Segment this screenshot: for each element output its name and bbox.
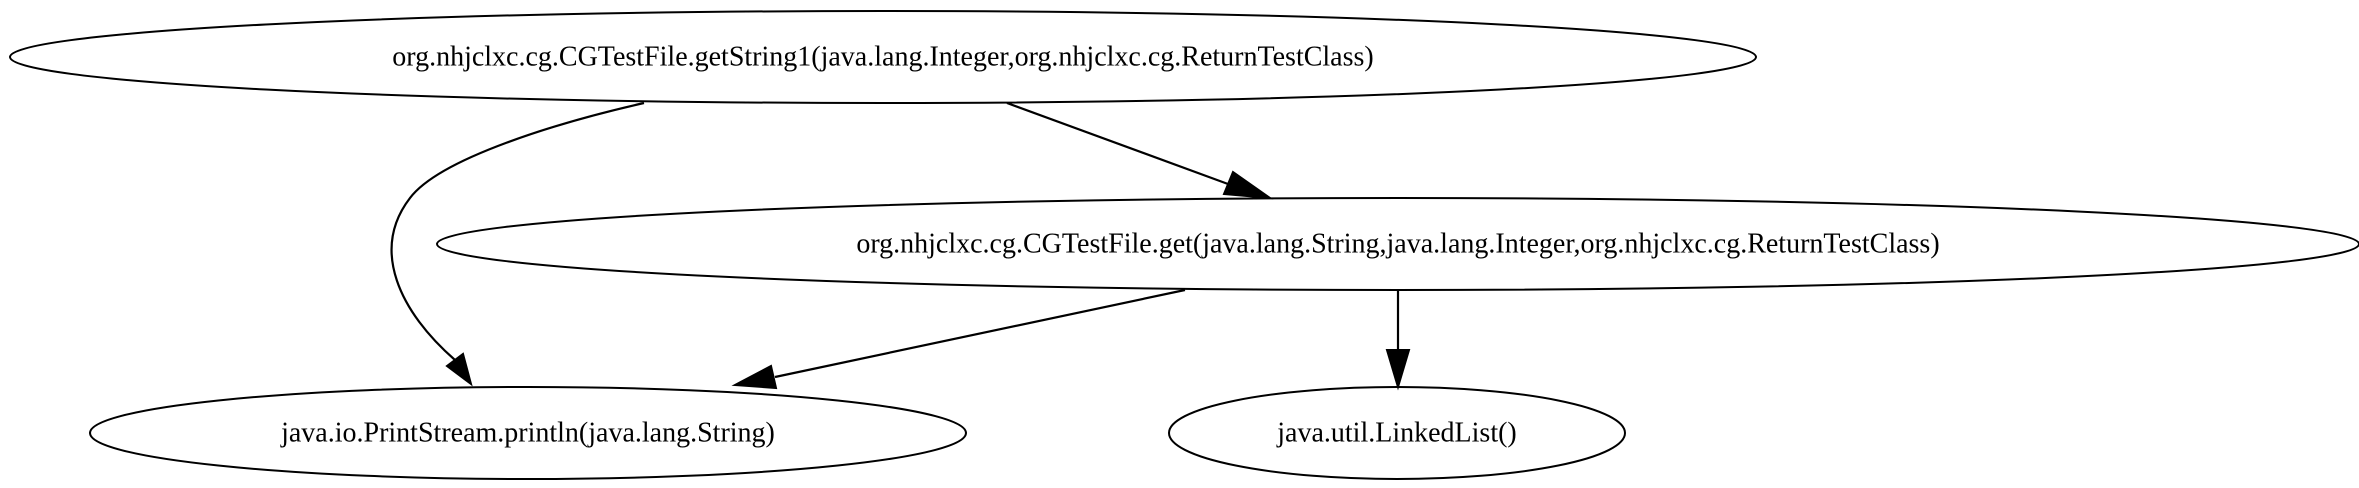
node-get-label: org.nhjclxc.cg.CGTestFile.get(java.lang.… xyxy=(856,229,1939,260)
edge-get-to-println-arrowhead xyxy=(731,364,778,390)
node-linkedlist-label: java.util.LinkedList() xyxy=(1276,418,1517,449)
edge-get-to-linkedlist-arrowhead xyxy=(1385,349,1411,391)
edge-get-to-println xyxy=(731,288,1186,390)
edge-getstring1-to-get-arrowhead xyxy=(1222,170,1274,200)
edge-get-to-linkedlist xyxy=(1385,290,1411,391)
edge-getstring1-to-println-arrowhead xyxy=(445,352,473,387)
edge-get-to-println-line xyxy=(774,288,1186,379)
node-getstring1[interactable]: org.nhjclxc.cg.CGTestFile.getString1(jav… xyxy=(9,10,1757,104)
edge-getstring1-to-get-line xyxy=(1006,101,1229,186)
node-getstring1-shape xyxy=(9,10,1757,104)
node-println[interactable]: java.io.PrintStream.println(java.lang.St… xyxy=(89,386,967,480)
edge-getstring1-to-get xyxy=(1006,101,1274,200)
node-getstring1-label: org.nhjclxc.cg.CGTestFile.getString1(jav… xyxy=(392,42,1373,73)
node-get[interactable]: org.nhjclxc.cg.CGTestFile.get(java.lang.… xyxy=(436,197,2359,291)
node-linkedlist[interactable]: java.util.LinkedList() xyxy=(1168,386,1626,480)
edge-getstring1-to-println-line xyxy=(390,101,645,361)
edge-getstring1-to-println xyxy=(390,101,645,387)
node-println-shape xyxy=(89,386,967,480)
node-println-label: java.io.PrintStream.println(java.lang.St… xyxy=(280,418,775,449)
